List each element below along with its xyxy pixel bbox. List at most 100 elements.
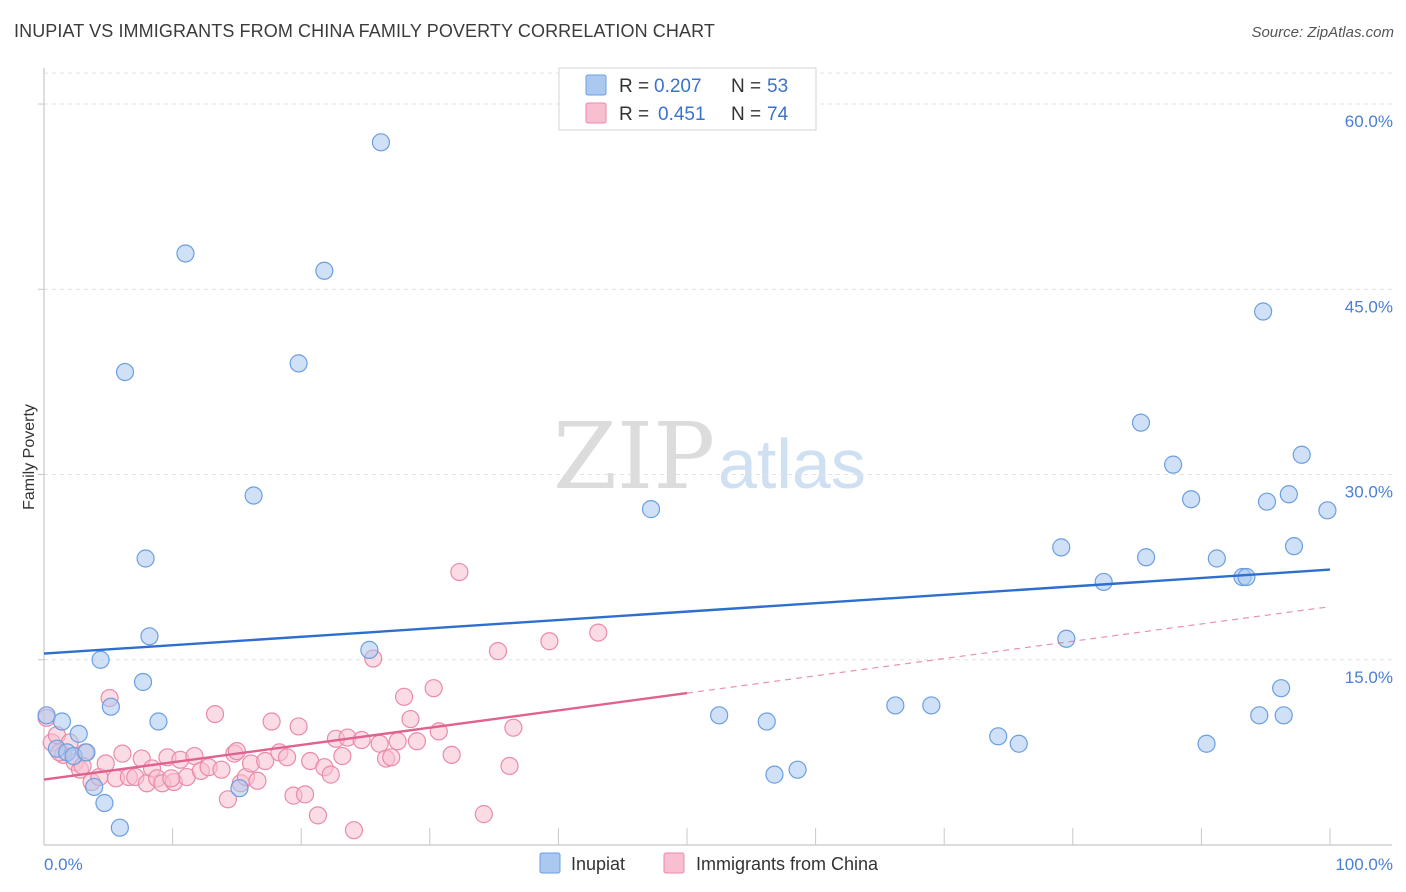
- inupiat-point: [1094, 572, 1113, 592]
- china-point: [488, 642, 508, 661]
- inupiat-point: [710, 706, 729, 725]
- inupiat-point: [77, 743, 96, 762]
- inupiat-point: [101, 697, 120, 716]
- china-point: [308, 806, 328, 825]
- inupiat-point: [140, 627, 159, 646]
- trendline-inupiat: [43, 568, 1331, 655]
- inupiat-point: [315, 261, 334, 280]
- china-point: [277, 748, 297, 767]
- inupiat-point: [176, 244, 195, 263]
- trendline-china-extrapolated: [686, 606, 1331, 694]
- china-point: [474, 805, 493, 824]
- inupiat-point: [1318, 501, 1337, 520]
- china-point: [407, 732, 427, 751]
- legend-n-value: 53: [767, 76, 788, 97]
- inupiat-point: [922, 696, 941, 715]
- china-point: [450, 562, 469, 582]
- china-point: [424, 679, 443, 698]
- china-point: [162, 769, 181, 788]
- legend-swatch-inupiat: [585, 74, 607, 96]
- inupiat-point: [1182, 490, 1201, 509]
- bottom-legend-swatch-inupiat: [539, 852, 561, 874]
- china-point: [113, 744, 132, 763]
- x-tick-label-min: 0.0%: [44, 855, 83, 874]
- source-attribution: Source: ZipAtlas.com: [1251, 24, 1394, 41]
- inupiat-point: [757, 712, 776, 731]
- inupiat-point: [1257, 492, 1277, 511]
- trendline-china: [43, 691, 688, 781]
- inupiat-point: [289, 354, 308, 373]
- inupiat-point: [91, 650, 110, 669]
- inupiat-point: [244, 486, 263, 505]
- x-ticks: [43, 828, 1331, 845]
- inupiat-point: [1254, 302, 1273, 321]
- series-inupiat-points: [37, 133, 1337, 837]
- china-point: [589, 623, 608, 642]
- china-point: [321, 765, 340, 784]
- inupiat-point: [85, 777, 104, 797]
- y-axis-label: Family Poverty: [21, 404, 38, 510]
- inupiat-point: [149, 712, 168, 731]
- inupiat-point: [37, 706, 56, 725]
- bottom-legend-label-inupiat: Inupiat: [571, 854, 625, 874]
- legend-swatch-china: [585, 102, 607, 124]
- inupiat-point: [52, 712, 72, 731]
- legend-r-label: R =: [619, 76, 649, 97]
- inupiat-point: [69, 724, 88, 743]
- inupiat-point: [136, 549, 155, 568]
- legend: R = 0.207 N = 53 R = 0.451 N = 74: [558, 67, 817, 131]
- y-tick-label: 45.0%: [1345, 297, 1393, 316]
- chart-title: INUPIAT VS IMMIGRANTS FROM CHINA FAMILY …: [14, 21, 715, 41]
- china-point: [212, 760, 231, 779]
- inupiat-point: [1207, 549, 1226, 568]
- inupiat-point: [765, 765, 784, 784]
- legend-n-value: 74: [767, 104, 789, 125]
- china-point: [500, 756, 519, 776]
- china-point: [382, 748, 401, 767]
- china-point: [504, 718, 523, 737]
- inupiat-point: [1164, 455, 1183, 474]
- x-tick-label-max: 100.0%: [1335, 855, 1393, 874]
- inupiat-point: [1292, 445, 1311, 464]
- china-point: [333, 746, 352, 766]
- inupiat-point: [788, 760, 807, 779]
- inupiat-point: [1137, 548, 1156, 567]
- inupiat-point: [1237, 567, 1256, 587]
- inupiat-point: [1009, 734, 1028, 753]
- trendlines: [43, 568, 1331, 781]
- china-point: [218, 790, 237, 809]
- china-point: [295, 785, 315, 804]
- inupiat-point: [641, 500, 661, 519]
- bottom-legend-swatch-china: [663, 852, 685, 874]
- inupiat-point: [360, 640, 379, 659]
- inupiat-point: [133, 672, 153, 692]
- china-point: [227, 742, 246, 761]
- gridlines: [38, 72, 1392, 661]
- china-point: [442, 745, 461, 764]
- inupiat-point: [989, 727, 1008, 746]
- china-point: [394, 687, 414, 706]
- inupiat-point: [1131, 413, 1151, 432]
- series-china-points: [37, 562, 608, 840]
- china-point: [205, 704, 225, 724]
- legend-r-value: 0.451: [658, 104, 706, 125]
- bottom-legend-label-china: Immigrants from China: [696, 854, 879, 874]
- inupiat-point: [1274, 706, 1293, 725]
- legend-n-label: N =: [731, 76, 761, 97]
- legend-n-label: N =: [731, 104, 761, 125]
- china-point: [256, 751, 275, 771]
- legend-r-label: R =: [619, 104, 649, 125]
- china-point: [344, 821, 364, 840]
- china-point: [289, 717, 308, 736]
- y-tick-label: 15.0%: [1345, 668, 1393, 687]
- y-tick-labels: 15.0% 30.0% 45.0% 60.0%: [1345, 112, 1393, 687]
- china-point: [401, 709, 420, 729]
- china-point: [352, 730, 371, 750]
- inupiat-point: [95, 793, 114, 813]
- inupiat-point: [110, 818, 129, 837]
- watermark-atlas: atlas: [718, 425, 866, 503]
- y-tick-label: 30.0%: [1345, 483, 1393, 502]
- inupiat-point: [1279, 485, 1298, 504]
- inupiat-point: [115, 362, 135, 382]
